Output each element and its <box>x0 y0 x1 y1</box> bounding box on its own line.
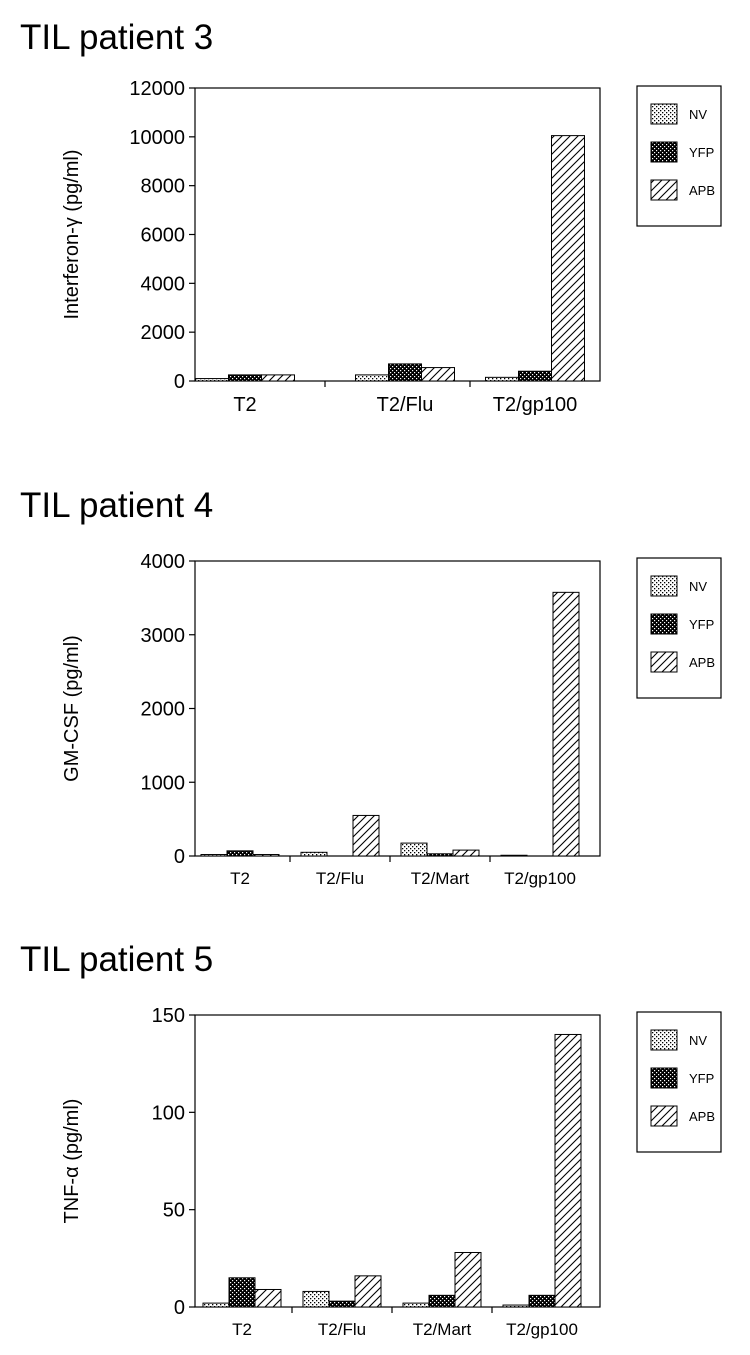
bar-apb <box>354 1275 382 1308</box>
bar-nv <box>502 1304 530 1308</box>
bar-nv <box>200 854 228 857</box>
chart-svg-patient-4: 0 1000 2000 3000 4000 GM-CSF (pg/ml) T2 T2/Flu T… <box>61 551 722 888</box>
chart-panel-patient-4: TIL patient 4 0 1000 2000 3000 4000 GM-CSF (p… <box>0 486 750 906</box>
bar-yfp <box>226 850 254 857</box>
y-tick-label: 4000 <box>141 273 186 295</box>
legend-swatch-apb <box>650 179 678 201</box>
legend-swatch-yfp <box>650 1067 678 1089</box>
x-category-label: T2/gp100 <box>506 1320 578 1339</box>
chart-svg-patient-5: 0 50 100 150 TNF-α (pg/ml) T2 T2/Flu T2/Mart T2/… <box>61 1005 722 1339</box>
bar-nv <box>195 378 229 382</box>
y-tick-label: 150 <box>152 1005 185 1027</box>
bar-apb <box>552 591 580 857</box>
bar-nv <box>402 1302 430 1308</box>
bar-apb <box>421 367 455 382</box>
legend-label: APB <box>689 1109 715 1124</box>
y-tick-label: 12000 <box>129 78 185 100</box>
bar-yfp <box>228 1277 256 1308</box>
legend-label: APB <box>689 655 715 670</box>
bar-nv <box>355 374 389 382</box>
y-tick-label: 10000 <box>129 127 185 149</box>
y-axis-label: Interferon-γ (pg/ml) <box>61 149 83 319</box>
plot-frame <box>194 560 601 857</box>
bar-yfp <box>428 1294 456 1308</box>
bar-nv <box>485 376 519 382</box>
y-tick-label: 100 <box>152 1102 185 1124</box>
y-tick-label: 2000 <box>141 322 186 344</box>
x-category-label: T2/gp100 <box>504 869 576 888</box>
legend-label: YFP <box>689 617 714 632</box>
y-tick-label: 3000 <box>141 625 186 647</box>
y-axis-label: TNF-α (pg/ml) <box>61 1099 83 1224</box>
y-tick-label: 4000 <box>141 551 186 573</box>
bar-nv <box>302 1290 330 1308</box>
legend-swatch-nv <box>650 103 678 125</box>
legend-swatch-yfp <box>650 613 678 635</box>
legend-swatch-apb <box>650 1105 678 1127</box>
bar-apb <box>551 135 585 382</box>
y-tick-label: 0 <box>174 371 185 393</box>
x-category-label: T2/Flu <box>377 394 434 416</box>
bar-yfp <box>388 363 422 382</box>
legend-label: YFP <box>689 1071 714 1086</box>
bar-yfp <box>426 853 454 857</box>
x-category-label: T2 <box>232 1320 252 1339</box>
y-tick-label: 0 <box>174 846 185 868</box>
bar-apb <box>252 854 280 857</box>
y-tick-label: 2000 <box>141 699 186 721</box>
bar-apb <box>452 849 480 857</box>
legend-label: YFP <box>689 145 714 160</box>
x-category-label: T2/Flu <box>316 869 364 888</box>
bar-nv <box>202 1302 230 1308</box>
bar-yfp <box>228 374 262 382</box>
y-tick-label: 50 <box>163 1200 185 1222</box>
plot-frame <box>194 87 601 382</box>
bar-apb <box>554 1033 582 1308</box>
y-tick-label: 1000 <box>141 772 186 794</box>
bar-nv <box>500 854 528 857</box>
bar-nv <box>300 851 328 857</box>
legend-label: NV <box>689 107 707 122</box>
bar-yfp <box>528 1294 556 1308</box>
y-tick-label: 8000 <box>141 176 186 198</box>
legend-label: APB <box>689 183 715 198</box>
x-category-label: T2/Mart <box>413 1320 472 1339</box>
x-category-label: T2/Mart <box>411 869 470 888</box>
bar-apb <box>352 814 380 857</box>
legend-swatch-apb <box>650 651 678 673</box>
plot-frame <box>194 1014 601 1308</box>
bar-nv <box>400 842 428 857</box>
x-category-label: T2/gp100 <box>493 394 578 416</box>
chart-title: TIL patient 3 <box>20 18 214 57</box>
x-category-label: T2/Flu <box>318 1320 366 1339</box>
legend-label: NV <box>689 1033 707 1048</box>
legend-swatch-yfp <box>650 141 678 163</box>
chart-title: TIL patient 4 <box>20 486 214 525</box>
chart-panel-patient-5: TIL patient 5 0 50 100 150 TNF-α (pg/ml) T2 T2… <box>0 940 750 1350</box>
bar-apb <box>261 374 295 382</box>
bar-yfp <box>328 1300 356 1308</box>
bar-apb <box>254 1288 282 1308</box>
bar-yfp <box>518 370 552 382</box>
bar-apb <box>454 1251 482 1308</box>
legend-swatch-nv <box>650 575 678 597</box>
x-category-label: T2 <box>230 869 250 888</box>
legend-label: NV <box>689 579 707 594</box>
chart-svg-patient-3: 0 2000 4000 6000 8000 10000 12000 Interferon-γ … <box>61 78 722 416</box>
y-axis-label: GM-CSF (pg/ml) <box>61 635 83 782</box>
chart-title: TIL patient 5 <box>20 940 214 979</box>
y-tick-label: 0 <box>174 1297 185 1319</box>
chart-panel-patient-3: TIL patient 3 0 2000 4000 6000 8000 10000 1200… <box>0 18 750 458</box>
y-tick-label: 6000 <box>141 225 186 247</box>
legend-swatch-nv <box>650 1029 678 1051</box>
x-category-label: T2 <box>233 394 256 416</box>
